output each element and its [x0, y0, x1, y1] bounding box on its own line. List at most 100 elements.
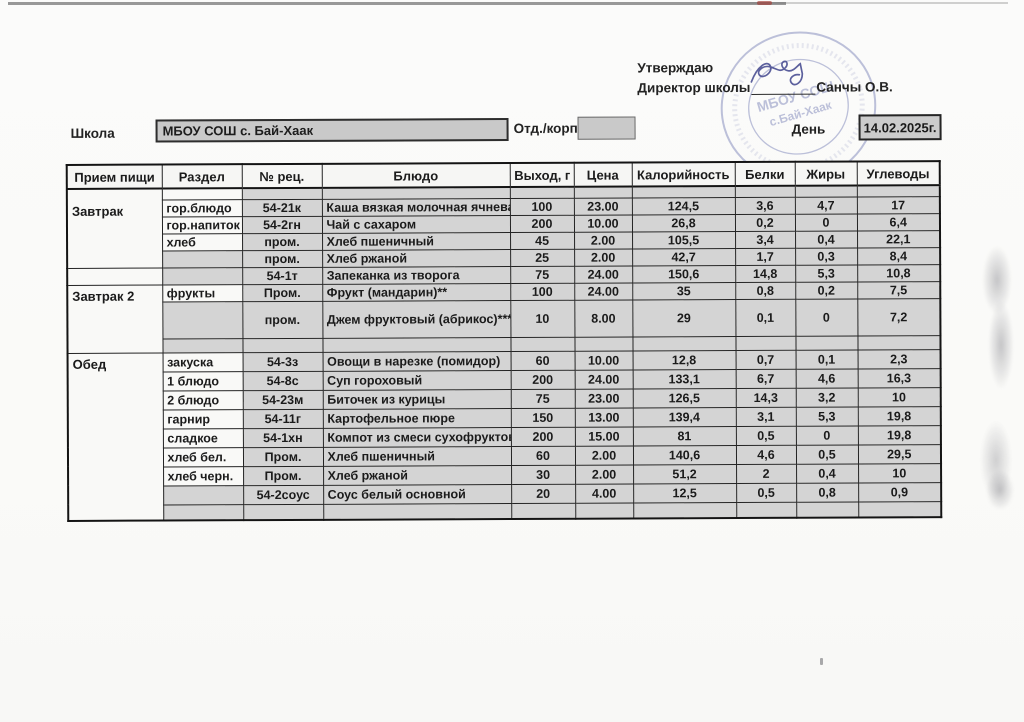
section-cell	[163, 504, 243, 520]
protein-cell: 0,5	[736, 483, 796, 502]
fat-cell: 0,5	[796, 444, 858, 463]
output-cell: 200	[511, 427, 575, 446]
day-value: 14.02.2025г.	[864, 120, 937, 135]
carbs-cell: 6,4	[857, 213, 940, 230]
recipe-number-cell: 54-8с	[243, 371, 323, 390]
recipe-number-cell: 54-3з	[243, 352, 323, 371]
section-cell: хлеб бел.	[163, 447, 243, 466]
price-cell: 13.00	[575, 407, 633, 426]
calories-cell: 26,8	[632, 214, 735, 231]
dish-cell: Компот из смеси сухофруктов	[323, 427, 511, 447]
carbs-cell	[857, 335, 940, 349]
calories-cell: 35	[632, 282, 735, 299]
carbs-cell: 10	[858, 463, 941, 482]
price-cell: 24.00	[574, 282, 632, 299]
protein-cell: 3,6	[735, 197, 795, 214]
protein-cell: 14,3	[736, 388, 796, 407]
col-header-meal: Прием пищи	[67, 165, 162, 189]
dish-cell: Хлеб пшеничный	[323, 446, 511, 466]
dish-cell: Суп гороховый	[323, 370, 511, 390]
carbs-cell: 29,5	[858, 444, 941, 463]
dept-label: Отд./корп	[514, 121, 578, 136]
recipe-number-cell	[242, 188, 322, 199]
price-cell: 24.00	[574, 265, 632, 282]
output-cell: 100	[510, 283, 574, 300]
section-cell	[162, 267, 242, 284]
fat-cell: 0,2	[795, 281, 857, 298]
price-cell: 2.00	[574, 248, 632, 265]
calories-cell: 140,6	[633, 445, 736, 464]
section-cell	[162, 188, 242, 199]
recipe-number-cell: 54-2соус	[243, 485, 323, 504]
output-cell: 150	[511, 408, 575, 427]
protein-cell: 4,6	[736, 445, 796, 464]
section-cell: 1 блюдо	[163, 371, 243, 390]
carbs-cell: 7,2	[857, 298, 940, 335]
calories-cell: 42,7	[632, 248, 735, 265]
price-cell: 10.00	[575, 350, 633, 369]
section-cell	[163, 485, 243, 504]
meal-cell	[67, 268, 162, 285]
fat-cell	[796, 501, 858, 517]
calories-cell: 126,5	[633, 388, 736, 407]
carbs-cell: 16,3	[858, 368, 941, 387]
calories-cell: 29	[632, 299, 735, 336]
carbs-cell: 10,8	[857, 264, 940, 281]
dish-cell: Хлеб ржаной	[322, 249, 510, 267]
calories-cell: 150,6	[632, 265, 735, 282]
col-header-recipe: № рец.	[242, 164, 322, 188]
protein-cell	[735, 186, 795, 197]
output-cell: 100	[510, 198, 574, 215]
table-row: пром. Джем фруктовый (абрикос)**** 10 8.…	[67, 298, 940, 339]
section-cell: гор.напиток	[162, 216, 242, 233]
day-value-box: 14.02.2025г.	[859, 114, 942, 140]
carbs-cell: 2,3	[858, 349, 941, 368]
protein-cell: 14,8	[735, 265, 795, 282]
dish-cell	[322, 337, 510, 352]
price-cell	[575, 502, 633, 518]
recipe-number-cell	[243, 504, 323, 520]
calories-cell: 12,8	[633, 350, 736, 369]
fat-cell: 0	[796, 425, 858, 444]
fat-cell	[795, 335, 857, 349]
output-cell: 200	[510, 215, 574, 232]
dish-cell: Хлеб пшеничный	[322, 232, 510, 250]
section-cell: хлеб черн.	[163, 466, 243, 485]
calories-cell: 139,4	[633, 407, 736, 426]
dish-cell: Чай с сахаром	[322, 215, 510, 233]
director-line: Директор школы Санчы О.В.	[637, 79, 892, 95]
output-cell: 75	[511, 389, 575, 408]
recipe-number-cell: 54-21к	[242, 199, 322, 216]
col-header-fat: Жиры	[795, 161, 857, 185]
fat-cell: 4,6	[796, 368, 858, 387]
menu-table: Прием пищи Раздел № рец. Блюдо Выход, г …	[66, 160, 943, 522]
carbs-cell: 22,1	[857, 230, 940, 247]
signature-line	[751, 80, 815, 95]
school-value: МБОУ СОШ с. Бай-Хаак	[163, 123, 314, 139]
price-cell: 24.00	[575, 369, 633, 388]
col-header-price: Цена	[574, 162, 632, 186]
fat-cell: 5,3	[796, 406, 858, 425]
carbs-cell: 8,4	[857, 247, 940, 264]
recipe-number-cell: 54-1хн	[243, 428, 323, 447]
price-cell: 23.00	[574, 197, 632, 214]
recipe-number-cell: 54-1т	[242, 267, 322, 284]
col-header-protein: Белки	[735, 162, 795, 186]
protein-cell: 0,8	[735, 282, 795, 299]
dish-cell: Хлеб ржаной	[323, 465, 511, 485]
dept-value-box	[578, 116, 636, 139]
calories-cell	[632, 186, 735, 197]
price-cell	[574, 186, 632, 197]
dish-cell: Овощи в нарезке (помидор)	[323, 351, 511, 371]
recipe-number-cell: Пром.	[243, 466, 323, 485]
dish-cell	[323, 503, 511, 520]
recipe-number-cell	[242, 338, 322, 352]
protein-cell: 0,1	[735, 299, 795, 336]
approve-label: Утверждаю	[637, 60, 713, 75]
fat-cell: 0,1	[796, 349, 858, 368]
calories-cell: 51,2	[633, 464, 736, 483]
protein-cell: 3,1	[736, 407, 796, 426]
section-cell	[162, 301, 242, 338]
output-cell: 200	[511, 370, 575, 389]
dish-cell	[322, 187, 510, 199]
